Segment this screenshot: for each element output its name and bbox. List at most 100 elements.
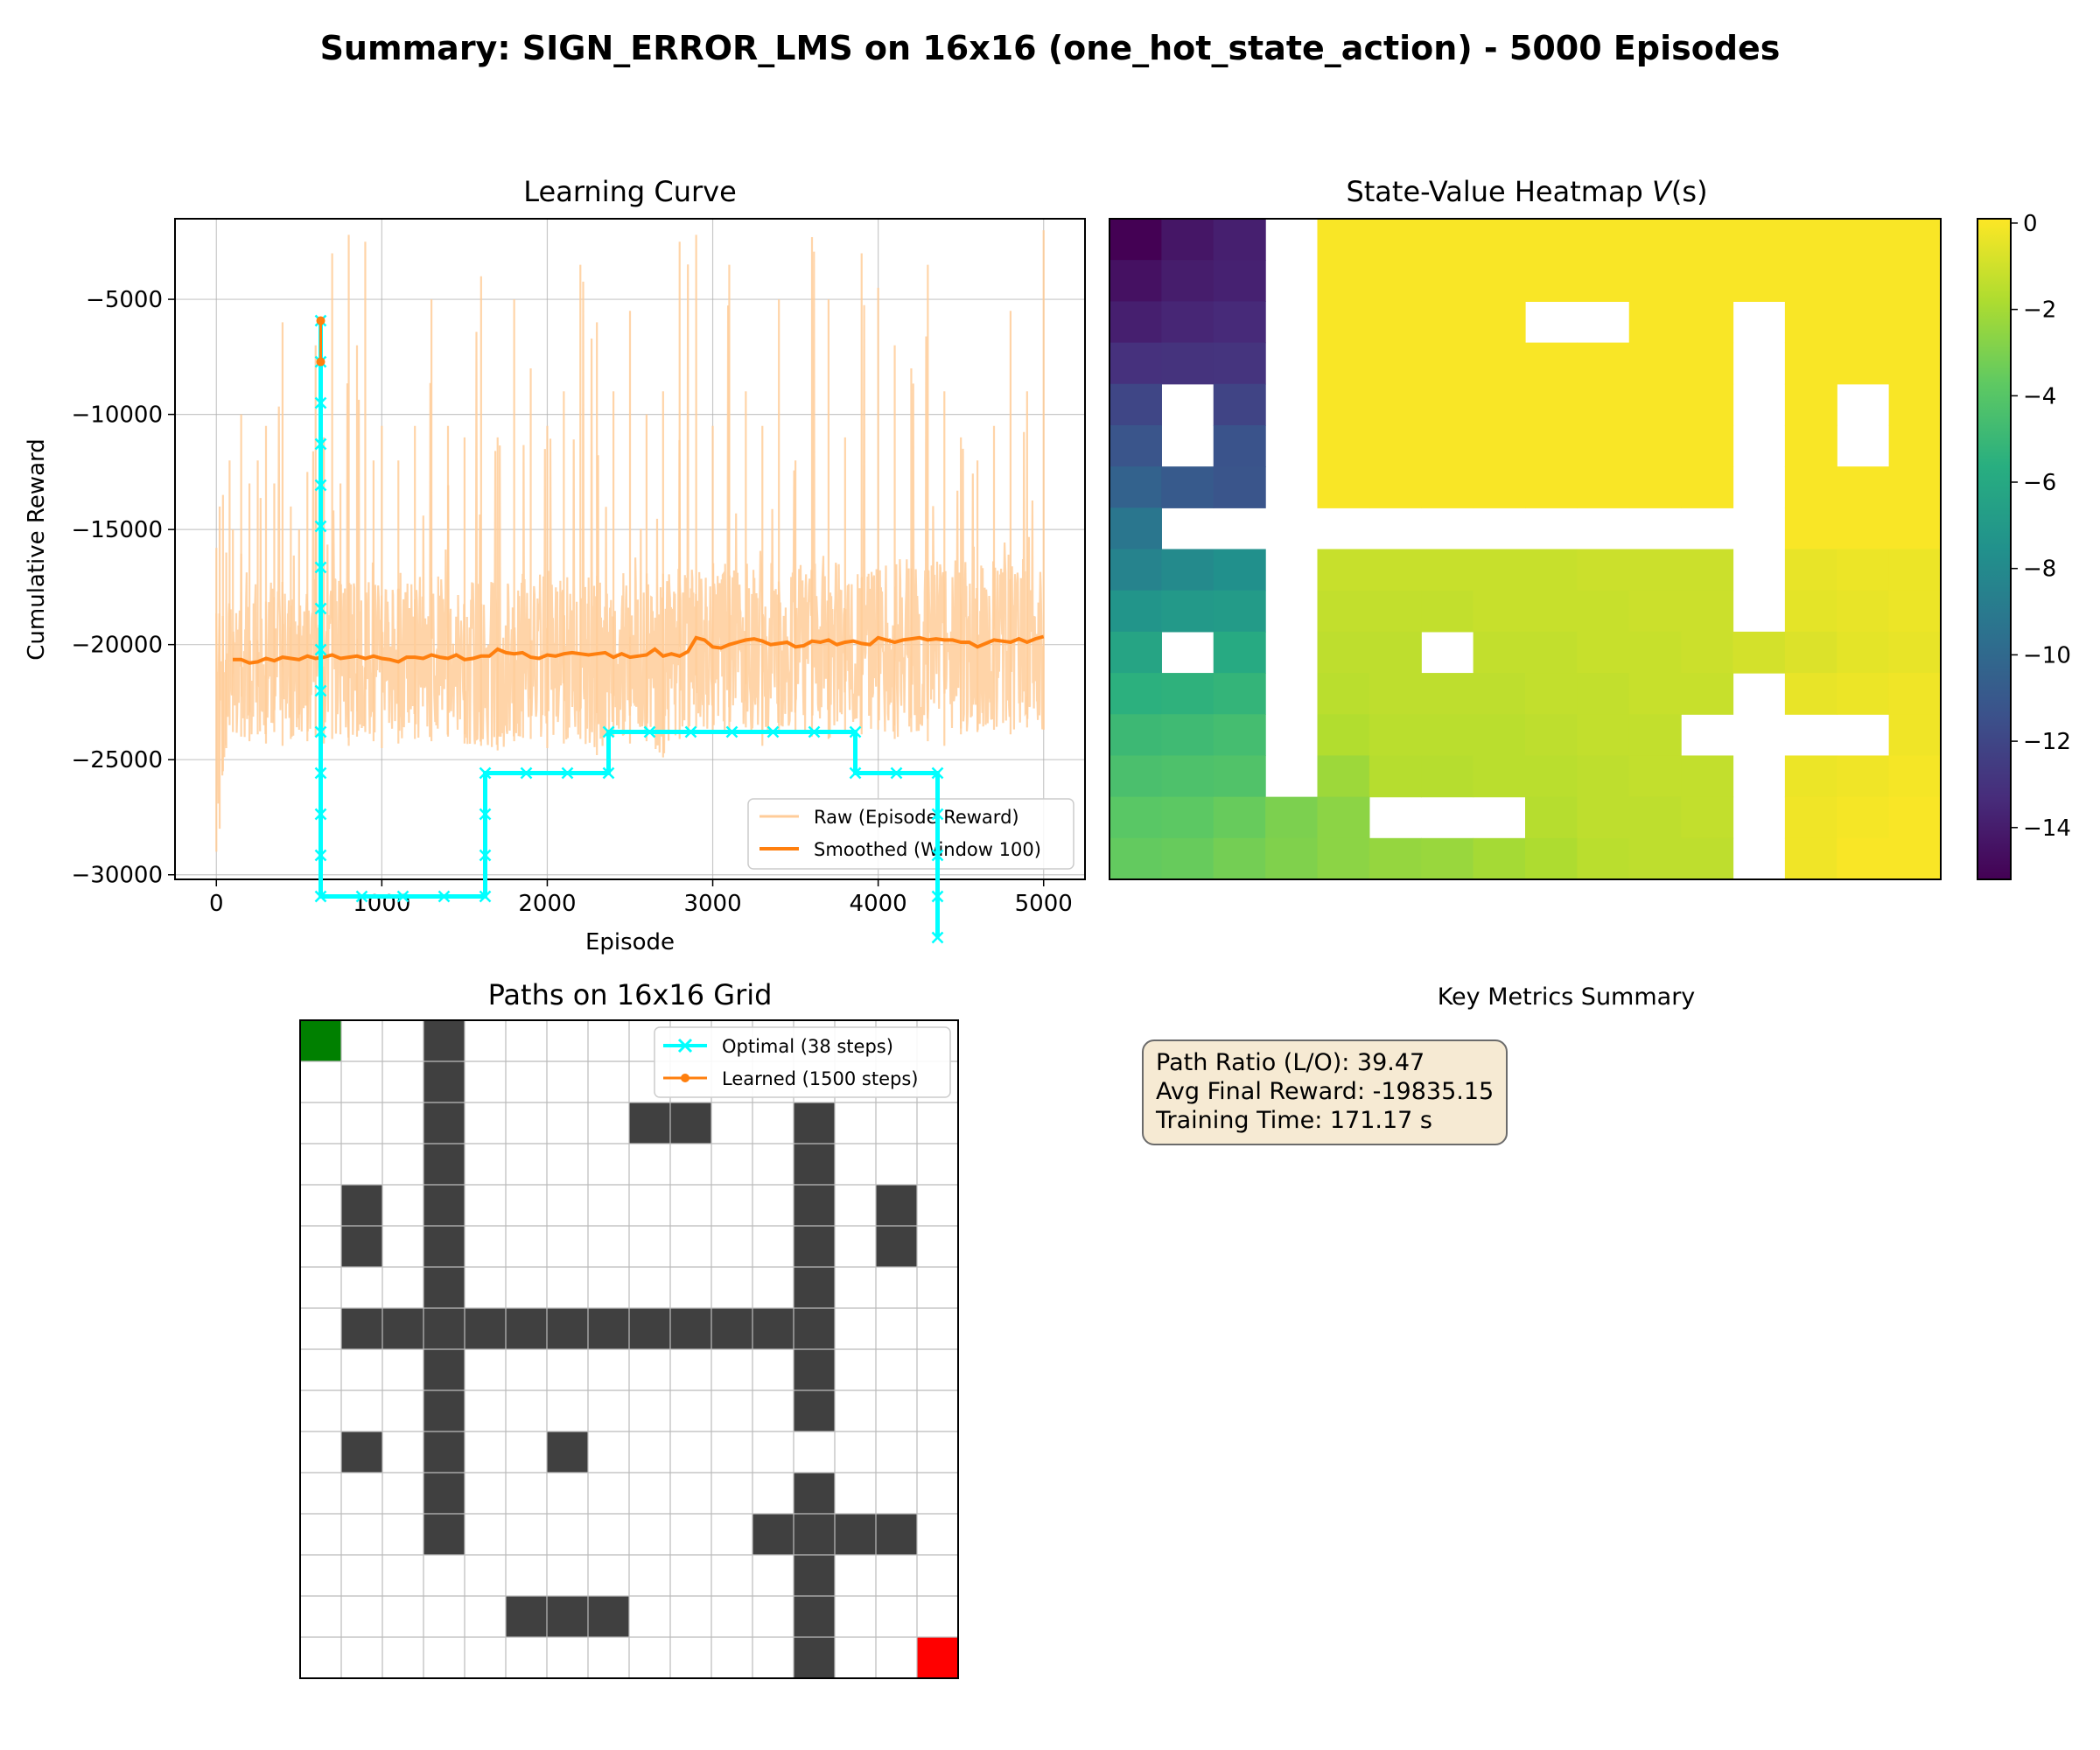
heatmap-cell [1317,424,1370,467]
heatmap-cell [1213,796,1266,839]
heatmap-cell [1213,631,1266,674]
heatmap-cell [1577,714,1630,757]
heatmap-cell [1888,466,1942,508]
heatmap-cell [1681,260,1734,302]
heatmap-cell [1421,219,1474,261]
metric-training-time: Training Time: 171.17 s [1156,1107,1432,1134]
grid-path-axes [299,1019,959,1679]
x-tick-label: 4000 [850,891,907,917]
heatmap-cell [1473,673,1526,715]
heatmap-cell [1888,631,1942,674]
heatmap-cell [1317,301,1370,344]
metrics-box: Path Ratio (L/O): 39.47 Avg Final Reward… [1142,1040,1508,1145]
heatmap-cell [1421,260,1474,302]
heatmap-cell [1784,549,1838,592]
wall-cell [794,1555,836,1597]
heatmap-cell [1577,590,1630,633]
heatmap-cell [1628,837,1682,880]
wall-cell [341,1432,383,1474]
heatmap-cell [1681,219,1734,261]
learned-path-marker [316,316,326,326]
optimal-path-marker [849,725,862,738]
x-tick-label: 2000 [518,891,576,917]
heatmap-cell [1628,342,1682,385]
heatmap-cell [1888,673,1942,715]
wall-cell [711,1308,753,1350]
wall-cell [794,1308,836,1350]
heatmap-cell [1317,219,1370,261]
heatmap-cell [1213,301,1266,344]
wall-cell [876,1185,918,1227]
wall-cell [794,1514,836,1556]
heatmap-cell [1577,631,1630,674]
heatmap-cell [1525,219,1578,261]
optimal-path-marker [479,849,492,862]
metric-avg-final-reward: Avg Final Reward: -19835.15 [1156,1078,1494,1105]
y-tick-label: −10000 [72,402,164,429]
optimal-path-marker [438,890,451,903]
heatmap-cell [1837,837,1890,880]
heatmap-cell [1784,755,1838,798]
optimal-path-marker [643,725,656,738]
heatmap-cell [1473,755,1526,798]
heatmap-cell [1317,549,1370,592]
optimal-path-marker [314,561,327,574]
heatmap-cell [1368,342,1422,385]
heatmap-cell [1577,837,1630,880]
heatmap-cell [1628,260,1682,302]
heatmap-cell [1161,260,1214,302]
heatmap-cell [1525,260,1578,302]
heatmap-cell [1110,301,1162,344]
wall-cell [794,1144,836,1186]
heatmap-cell [1784,219,1838,261]
wall-cell [424,1308,466,1350]
optimal-path-marker [725,725,738,738]
heatmap-cell [1368,383,1422,426]
wall-cell [506,1596,548,1638]
wall-cell [424,1432,466,1474]
legend-optimal-label: Optimal (38 steps) [722,1036,893,1057]
heatmap-cell [1421,714,1474,757]
heatmap-cell [1368,755,1422,798]
heatmap-cell [1421,755,1474,798]
heatmap-cell [1628,631,1682,674]
heatmap-cell [1784,466,1838,508]
heatmap-cell [1577,673,1630,715]
heatmap-cell [1784,342,1838,385]
wall-cell [876,1514,918,1556]
heatmap-cell [1681,673,1734,715]
optimal-path-marker [314,479,327,492]
heatmap-cell [1681,755,1734,798]
heatmap-cell [1525,673,1578,715]
heatmap-cell [1732,631,1786,674]
grid-path-panel: Paths on 16x16 Grid Optimal (38 steps) L… [299,314,959,1679]
smoothed-reward-line [233,634,1045,665]
heatmap-cell [1525,466,1578,508]
heatmap-cell [1681,424,1734,467]
heatmap-cell [1368,260,1422,302]
heatmap-cell [1837,796,1890,839]
grid-path-legend: Optimal (38 steps) Learned (1500 steps) [654,1026,951,1098]
heatmap-cell [1110,508,1162,550]
optimal-path-marker [890,766,903,780]
wall-cell [629,1308,671,1350]
legend-smoothed-label: Smoothed (Window 100) [814,839,1041,860]
learning-curve-panel: Learning Curve 0 1000 2000 3000 4000 5000−300… [24,175,1086,956]
heatmap-cell [1110,590,1162,633]
wall-cell [752,1514,794,1556]
heatmap-cell [1110,673,1162,715]
colorbar-tick-label: −14 [2023,816,2071,842]
heatmap-cell [1161,590,1214,633]
heatmap-cell [1628,590,1682,633]
optimal-path-marker [396,890,410,903]
heatmap-cell [1368,301,1422,344]
heatmap-cell [1473,383,1526,426]
heatmap-cell [1473,631,1526,674]
optimal-path-marker [314,602,327,615]
heatmap-cell [1317,260,1370,302]
heatmap-cell [1784,631,1838,674]
heatmap-cell [1213,219,1266,261]
heatmap-cell [1473,301,1526,344]
wall-cell [424,1020,466,1062]
